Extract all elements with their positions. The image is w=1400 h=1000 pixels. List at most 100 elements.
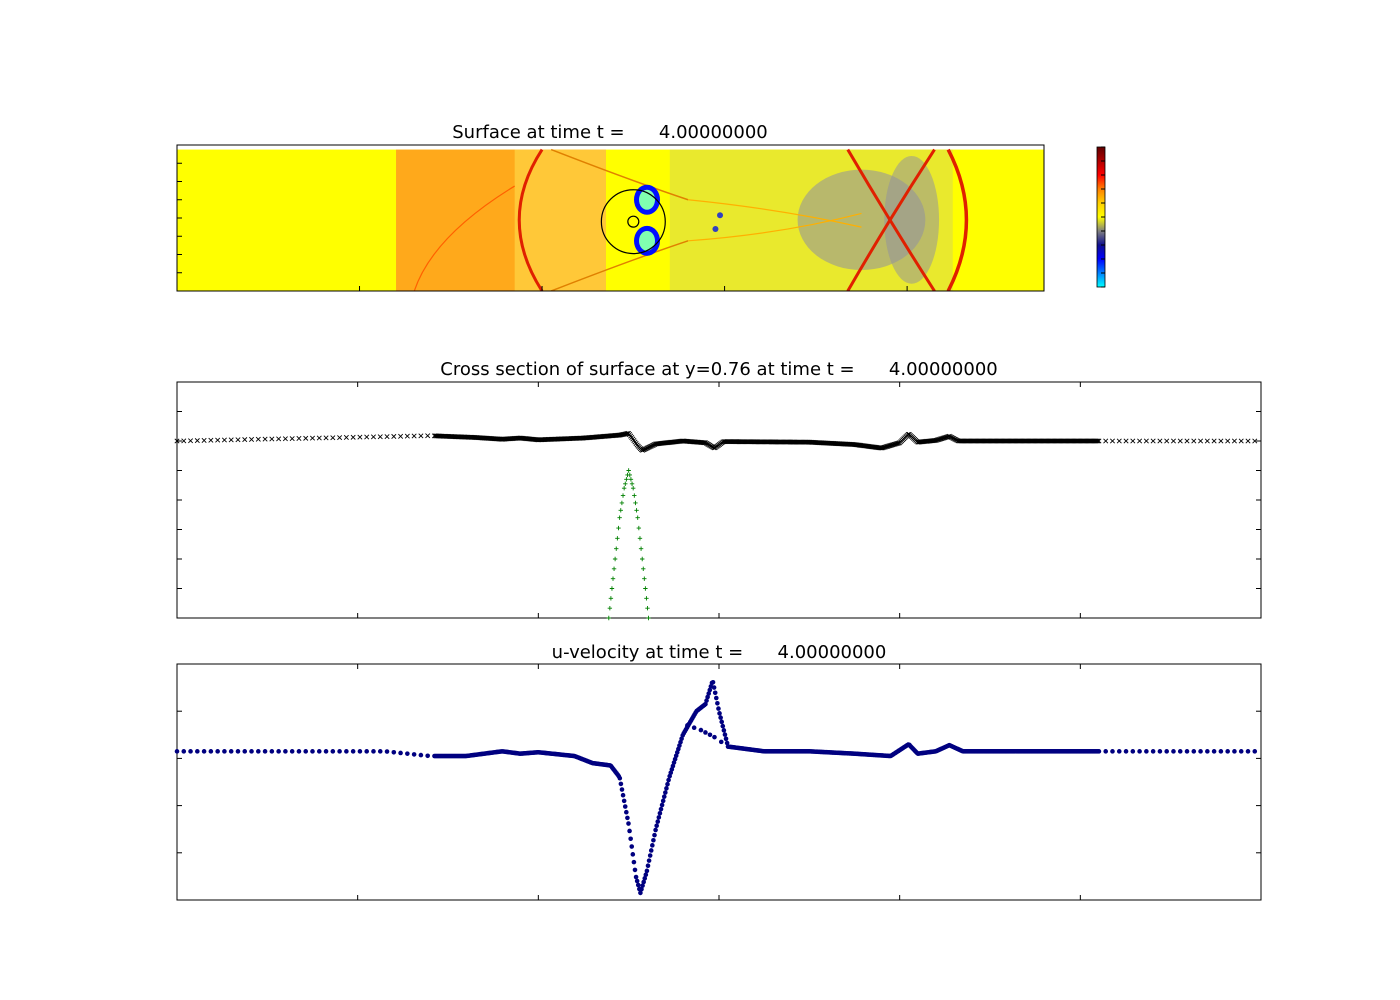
bathymetry-plus-marker: [642, 576, 647, 581]
cross-section-panel: Cross section of surface at y=0.76 at ti…: [174, 359, 1262, 621]
cross-section-x-marker: [1218, 438, 1224, 444]
u-velocity-point: [391, 749, 397, 755]
bathymetry-plus-marker: [619, 500, 625, 506]
u-velocity-point: [664, 786, 669, 791]
bathymetry-plus-marker: [610, 576, 616, 581]
cross-section-x-marker: [357, 434, 363, 440]
u-velocity-point: [620, 792, 626, 798]
cross-section-x-marker: [1184, 438, 1190, 444]
bathymetry-plus-marker: [606, 615, 611, 621]
u-velocity-point: [357, 749, 363, 754]
cross-section-x-marker: [194, 438, 200, 444]
u-velocity-point: [723, 736, 729, 742]
cross-section-ticks: [176, 381, 1262, 619]
u-velocity-point: [663, 790, 668, 795]
u-velocity-point: [660, 798, 666, 804]
u-velocity-point: [411, 752, 417, 757]
u-velocity-point: [1171, 749, 1176, 754]
cross-section-x-marker: [1211, 438, 1217, 444]
u-velocity-point: [235, 749, 241, 754]
cross-section-x-marker: [377, 434, 383, 440]
u-velocity-point: [632, 867, 638, 873]
u-velocity-branch-point: [703, 730, 708, 735]
u-velocity-point: [1238, 749, 1244, 754]
u-velocity-point: [654, 823, 659, 829]
cross-section-x-marker: [1177, 438, 1183, 444]
cross-section-x-marker: [411, 433, 417, 439]
cross-section-x-marker: [289, 436, 295, 442]
cross-section-x-marker: [384, 434, 390, 440]
cross-section-x-marker: [1191, 438, 1197, 444]
u-velocity-point: [659, 802, 665, 808]
u-velocity-point: [707, 687, 713, 693]
u-velocity-frame: [176, 663, 1262, 901]
u-velocity-point: [174, 749, 180, 754]
bathymetry-plus-marker: [609, 586, 615, 591]
cross-section-x-marker: [364, 434, 370, 440]
bathymetry-plus-marker: [632, 493, 637, 498]
u-velocity-point: [630, 852, 636, 857]
u-velocity-point: [1198, 749, 1203, 754]
u-velocity-point: [201, 749, 207, 754]
cross-section-x-marker: [1157, 438, 1163, 444]
u-velocity-point: [656, 815, 662, 820]
cross-section-x-marker: [1150, 438, 1156, 444]
bathymetry-plus-marker: [635, 515, 640, 520]
cross-section-x-marker: [1096, 438, 1102, 444]
u-velocity-point: [706, 691, 712, 696]
u-velocity-point: [1116, 749, 1122, 754]
u-velocity-point: [188, 749, 193, 754]
u-velocity-point: [255, 749, 261, 754]
u-velocity-point: [1218, 749, 1224, 754]
cross-section-x-marker: [330, 435, 336, 441]
cross-section-x-marker: [1094, 438, 1100, 444]
u-velocity-point: [661, 794, 667, 799]
cross-section-x-marker: [228, 437, 234, 443]
u-velocity-point: [323, 749, 329, 754]
cross-section-x-marker: [1198, 438, 1204, 444]
bathymetry-plus-marker: [634, 508, 639, 513]
u-velocity-point: [181, 749, 187, 754]
u-velocity-point: [648, 848, 654, 853]
cross-section-x-marker: [1225, 438, 1231, 444]
u-velocity-point: [350, 749, 356, 754]
u-velocity-title: u-velocity at time t = 4.00000000: [552, 642, 887, 663]
cross-section-x-marker: [1130, 438, 1136, 444]
bathymetry-plus-marker: [640, 556, 645, 562]
cross-section-x-marker: [1143, 438, 1149, 444]
u-velocity-point: [1252, 749, 1258, 754]
u-velocity-point: [425, 753, 430, 759]
u-velocity-point: [1191, 749, 1197, 754]
u-velocity-point: [704, 698, 709, 703]
cross-section-x-marker: [398, 433, 404, 439]
u-velocity-point: [653, 827, 658, 833]
u-velocity-point: [625, 815, 630, 821]
cross-section-x-marker: [201, 437, 207, 443]
heatmap-x-ticks: [176, 286, 908, 291]
u-velocity-point: [303, 749, 309, 754]
cross-section-x-marker: [255, 436, 261, 442]
u-velocity-point: [1103, 749, 1109, 754]
cross-section-x-marker: [303, 435, 309, 441]
u-velocity-point: [622, 804, 628, 809]
bathymetry-plus-marker: [643, 586, 648, 591]
u-velocity-point: [617, 775, 623, 781]
cross-section-x-marker: [215, 437, 221, 443]
u-velocity-branch-point: [685, 723, 690, 728]
cross-section-x-marker: [1137, 438, 1143, 444]
cross-section-x-marker: [208, 437, 214, 443]
cross-section-x-marker: [262, 436, 268, 442]
u-velocity-point: [1137, 749, 1142, 754]
wake-line-lower: [688, 212, 862, 242]
surface-heatmap-panel: Surface at time t = 4.00000000: [176, 122, 1045, 292]
u-velocity-point: [646, 858, 652, 863]
u-velocity-point: [222, 749, 227, 754]
u-velocity-point: [635, 882, 641, 888]
u-velocity-ticks: [176, 663, 1262, 901]
cross-section-x-marker: [1109, 438, 1116, 444]
bathymetry-plus-marker: [630, 486, 636, 491]
u-velocity-point: [1123, 749, 1129, 754]
u-velocity-point: [644, 868, 650, 874]
u-velocity-point: [724, 740, 730, 746]
u-velocity-point: [642, 876, 648, 881]
